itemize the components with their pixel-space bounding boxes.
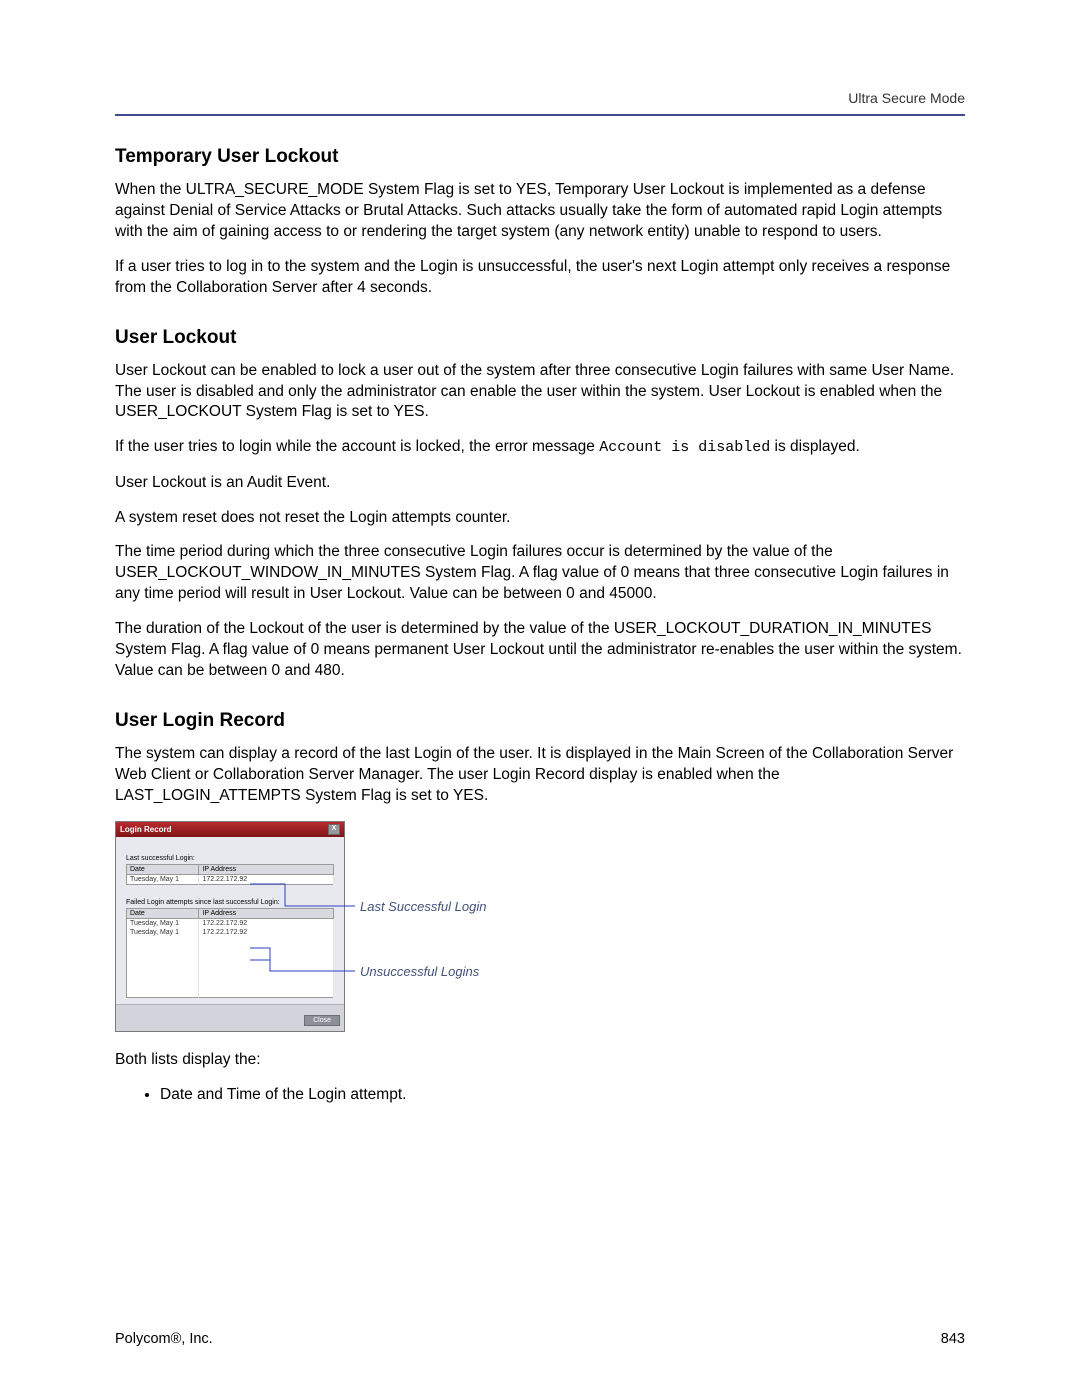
list-item: Date and Time of the Login attempt. [160, 1085, 965, 1106]
table-failed-attempts: Date IP Address Tuesday, May 1 172.22.17… [126, 908, 334, 998]
table-row [127, 985, 334, 998]
para: If a user tries to log in to the system … [115, 257, 965, 299]
login-record-dialog: Login Record X Last successful Login: Da… [115, 821, 345, 1032]
para: The duration of the Lockout of the user … [115, 619, 965, 682]
para-text: If the user tries to login while the acc… [115, 438, 599, 455]
label-last-successful: Last successful Login: [126, 855, 334, 862]
col-ip: IP Address [199, 864, 334, 874]
annotation-last-successful: Last Successful Login [360, 899, 486, 914]
table-row: Tuesday, May 1 172.22.172.92 [127, 928, 334, 937]
bullet-list: Date and Time of the Login attempt. [115, 1085, 965, 1106]
label-failed-attempts: Failed Login attempts since last success… [126, 899, 334, 906]
cell-ip: 172.22.172.92 [199, 918, 334, 928]
dialog-titlebar: Login Record X [116, 822, 344, 837]
table-row [127, 949, 334, 961]
col-date: Date [127, 908, 199, 918]
table-row: Tuesday, May 1 172.22.172.92 [127, 874, 334, 884]
table-row [127, 937, 334, 949]
login-record-figure: Login Record X Last successful Login: Da… [115, 821, 465, 1032]
cell-date: Tuesday, May 1 [127, 918, 199, 928]
heading-temporary-user-lockout: Temporary User Lockout [115, 146, 965, 168]
header-right: Ultra Secure Mode [115, 90, 965, 106]
cell-date: Tuesday, May 1 [127, 928, 199, 937]
dialog-title: Login Record [120, 825, 172, 834]
header-rule [115, 114, 965, 116]
cell-date: Tuesday, May 1 [127, 874, 199, 884]
footer-right: 843 [941, 1331, 965, 1347]
para: The system can display a record of the l… [115, 744, 965, 807]
footer-left: Polycom®, Inc. [115, 1331, 213, 1347]
para: When the ULTRA_SECURE_MODE System Flag i… [115, 180, 965, 243]
cell-ip: 172.22.172.92 [199, 874, 334, 884]
close-icon[interactable]: X [328, 824, 340, 835]
annotation-unsuccessful: Unsuccessful Logins [360, 964, 479, 979]
col-ip: IP Address [199, 908, 334, 918]
para: User Lockout can be enabled to lock a us… [115, 361, 965, 424]
para: A system reset does not reset the Login … [115, 508, 965, 529]
table-row: Tuesday, May 1 172.22.172.92 [127, 918, 334, 928]
para: Both lists display the: [115, 1050, 965, 1071]
page: Ultra Secure Mode Temporary User Lockout… [0, 0, 1080, 1397]
col-date: Date [127, 864, 199, 874]
close-button[interactable]: Close [304, 1015, 340, 1026]
table-last-successful: Date IP Address Tuesday, May 1 172.22.17… [126, 864, 334, 885]
dialog-footer: Close [116, 1004, 344, 1031]
para: User Lockout is an Audit Event. [115, 473, 965, 494]
heading-user-lockout: User Lockout [115, 327, 965, 349]
table-row [127, 961, 334, 973]
heading-user-login-record: User Login Record [115, 710, 965, 732]
para: The time period during which the three c… [115, 542, 965, 605]
cell-ip: 172.22.172.92 [199, 928, 334, 937]
table-row [127, 973, 334, 985]
para-text: is displayed. [770, 438, 860, 455]
para: If the user tries to login while the acc… [115, 437, 965, 458]
code-account-disabled: Account is disabled [599, 439, 770, 456]
dialog-body: Last successful Login: Date IP Address T… [116, 837, 344, 1004]
page-footer: Polycom®, Inc. 843 [115, 1331, 965, 1347]
